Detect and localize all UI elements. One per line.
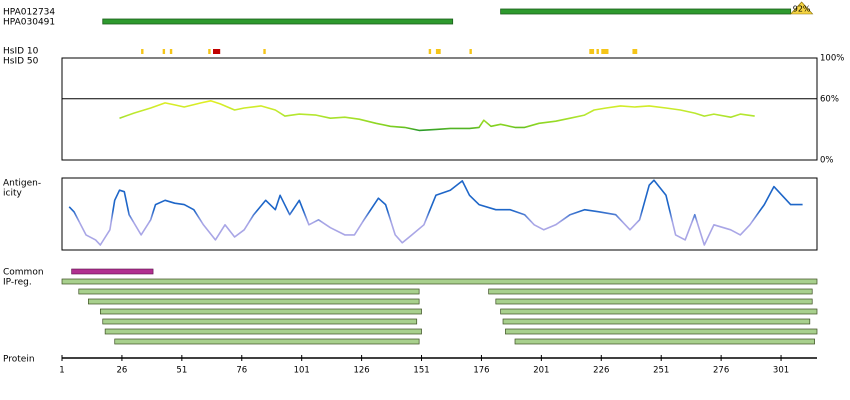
hsid-mark [213, 49, 221, 54]
identity-badge [789, 1, 814, 15]
profile-line [119, 100, 755, 132]
antigenicity-frame [61, 177, 818, 251]
ip-region [78, 288, 420, 295]
antibody-bar [500, 8, 792, 15]
common-bar [71, 268, 154, 275]
hsid-mark [162, 49, 166, 54]
hsid-mark [589, 49, 595, 54]
x-tick-label: 276 [713, 366, 729, 376]
x-tick-label: 26 [117, 366, 128, 376]
hsid-label: HsID 50 [3, 57, 39, 67]
ip-region [104, 328, 422, 335]
hsid-mark [632, 49, 638, 54]
x-tick-label: 76 [236, 366, 247, 376]
antigenicity-label: icity [3, 189, 22, 199]
ip-region [88, 298, 420, 305]
x-tick-label: 251 [653, 366, 669, 376]
ip-region [102, 318, 418, 325]
hsid-mark [596, 49, 599, 54]
antibody-name: HPA030491 [3, 18, 55, 28]
x-tick-label: 101 [294, 366, 310, 376]
ip-region [514, 338, 815, 345]
hsid-mark [169, 49, 173, 54]
ip-region [500, 308, 818, 315]
antibody-bar [102, 18, 454, 25]
antibody-name: HPA012734 [3, 8, 55, 18]
hsid-mark [469, 49, 472, 54]
x-tick-label: 151 [413, 366, 429, 376]
ip-region [99, 308, 422, 315]
common-label: Common [3, 268, 44, 278]
hsid-mark [435, 49, 441, 54]
x-axis-label: Protein [3, 355, 35, 365]
hsid-mark [208, 49, 211, 54]
ip-region [61, 278, 818, 285]
identity-label: 92% [793, 5, 811, 14]
antigenicity-label: Antigen- [3, 179, 41, 189]
x-tick-label: 301 [773, 366, 789, 376]
hsid-mark [601, 49, 609, 54]
x-tick-label: 126 [353, 366, 369, 376]
ip-region [114, 338, 420, 345]
hsid-label: HsID 10 [3, 47, 39, 57]
profile-line [68, 179, 803, 246]
x-tick-label: 51 [176, 366, 187, 376]
y-tick-label: 0% [820, 156, 834, 166]
ip-region [502, 318, 811, 325]
ip-region [505, 328, 818, 335]
ip-region [488, 288, 813, 295]
x-tick-label: 176 [473, 366, 489, 376]
x-tick-label: 1 [59, 366, 64, 376]
x-tick-label: 201 [533, 366, 549, 376]
ip-region [495, 298, 813, 305]
y-tick-label: 100% [820, 54, 844, 64]
similarity-frame [61, 57, 818, 161]
y-tick-label: 60% [820, 94, 839, 104]
ip-reg-label: IP-reg. [3, 278, 32, 288]
hsid-mark [428, 49, 432, 54]
x-tick-label: 226 [593, 366, 609, 376]
hsid-mark [141, 49, 144, 54]
hsid-mark [263, 49, 266, 54]
